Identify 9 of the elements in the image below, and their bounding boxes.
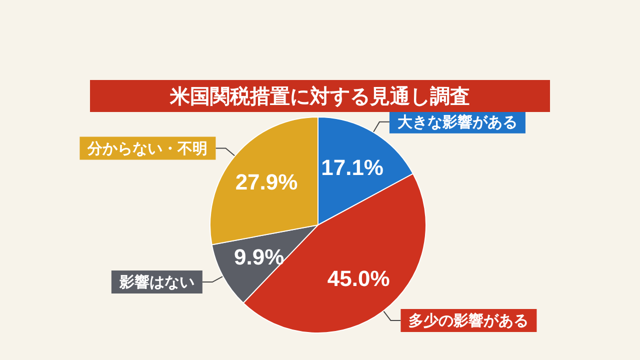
slice-label: 大きな影響がある (397, 112, 518, 131)
chart-title: 米国関税措置に対する見通し調査 (169, 84, 470, 108)
data-label: 17.1% (321, 154, 384, 180)
slice-label: 影響はない (118, 273, 194, 292)
data-label: 45.0% (327, 266, 390, 291)
slice-label: 分からない・不明 (86, 139, 208, 158)
slice-label: 多少の影響がある (408, 311, 529, 330)
data-label: 9.9% (234, 244, 284, 270)
data-label: 27.9% (235, 170, 298, 195)
